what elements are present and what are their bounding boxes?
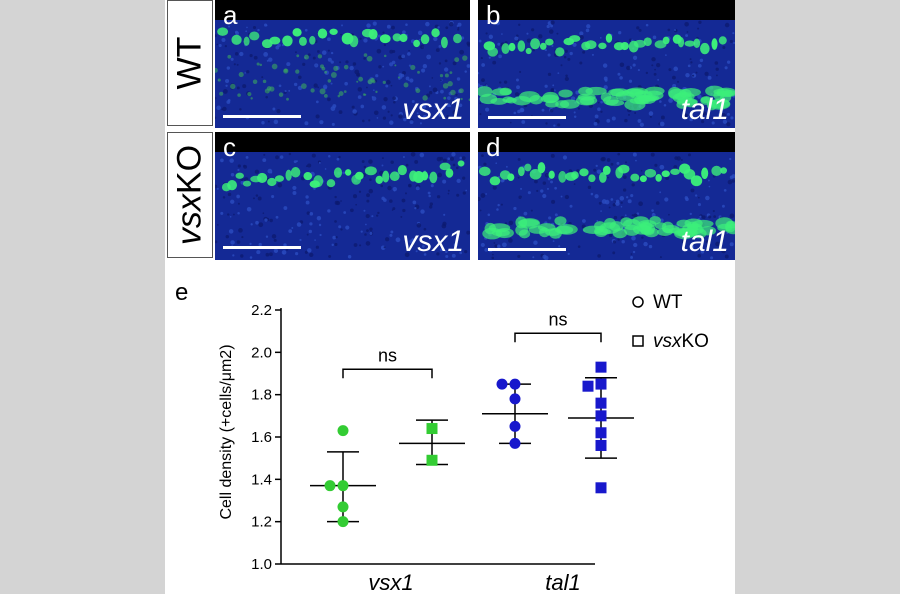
data-point <box>595 439 607 451</box>
data-point <box>509 437 521 449</box>
data-point <box>496 378 508 390</box>
micrograph-b-image <box>478 0 735 128</box>
data-point <box>324 480 336 492</box>
micrograph-b: b tal1 <box>478 0 735 128</box>
y-tick-label: 2.0 <box>251 344 272 361</box>
chart-axes: 1.0 1.2 1.4 1.6 1.8 2.0 2.2 vsx1 tal1 <box>251 302 595 594</box>
legend-label-wt: WT <box>653 292 683 313</box>
series-group-0 <box>310 425 376 528</box>
data-point <box>337 516 349 528</box>
row-label-vsxko-text: vsxKO <box>170 144 209 246</box>
legend-circle-icon <box>632 296 644 308</box>
micrograph-texture <box>215 0 470 128</box>
y-tick-label: 1.2 <box>251 514 272 531</box>
chart-marks: ns ns <box>310 309 634 528</box>
legend-square-icon <box>632 335 644 347</box>
micrograph-texture <box>215 132 470 260</box>
y-tick-label: 1.6 <box>251 429 272 446</box>
data-point <box>426 454 438 466</box>
panel-letter-d: d <box>486 132 501 162</box>
significance-label: ns <box>378 345 397 365</box>
data-point <box>582 380 594 392</box>
panel-letter-b: b <box>486 0 501 30</box>
figure-panel: WT vsxKO a vsx1 b tal1 c vsx1 d tal1 e C… <box>165 0 735 594</box>
data-point <box>595 361 607 373</box>
scale-bar-b <box>488 116 566 119</box>
data-point <box>595 482 607 494</box>
micrograph-c-image <box>215 132 470 260</box>
scale-bar-c <box>223 246 301 249</box>
data-point <box>337 480 349 492</box>
y-axis-label: Cell density (+cells/μm2) <box>218 344 235 519</box>
data-point <box>595 410 607 422</box>
y-tick-label: 1.0 <box>251 556 272 573</box>
series-group-2 <box>482 378 548 449</box>
micrograph-d-image <box>478 132 735 260</box>
micrograph-texture <box>478 0 735 128</box>
panel-letter-a: a <box>223 0 238 30</box>
scale-bar-d <box>488 248 566 251</box>
panel-gene-d: tal1 <box>680 225 729 258</box>
panel-letter-e: e <box>175 279 188 306</box>
panel-letter-c: c <box>223 132 236 162</box>
significance-bracket: ns <box>342 345 433 379</box>
micrograph-a: a vsx1 <box>215 0 470 128</box>
y-tick-label: 1.4 <box>251 471 272 488</box>
y-tick-label: 2.2 <box>251 302 272 319</box>
data-point <box>426 423 438 435</box>
significance-bracket: ns <box>514 309 602 343</box>
x-category-label: vsx1 <box>368 570 413 594</box>
row-label-wt: WT <box>167 0 213 126</box>
micrograph-a-image <box>215 0 470 128</box>
micrograph-texture <box>478 132 735 260</box>
significance-label: ns <box>548 309 567 329</box>
row-label-vsxko: vsxKO <box>167 132 213 258</box>
data-point <box>595 397 607 409</box>
scale-bar-a <box>223 115 301 118</box>
data-point <box>595 427 607 439</box>
x-category-label: tal1 <box>545 570 580 594</box>
data-point <box>337 501 349 513</box>
micrograph-d: d tal1 <box>478 132 735 260</box>
data-point <box>509 393 521 405</box>
panel-gene-a: vsx1 <box>402 93 464 126</box>
series-group-1 <box>399 419 465 466</box>
scatter-chart: e Cell density (+cells/μm2) 1.0 1.2 1.4 1.6… <box>175 279 709 594</box>
row-label-wt-text: WT <box>170 36 209 90</box>
data-point <box>509 420 521 432</box>
panel-gene-b: tal1 <box>680 93 729 126</box>
data-point <box>595 378 607 390</box>
series-group-3 <box>568 361 634 494</box>
legend-label-vsxko: vsxKO <box>653 331 709 352</box>
chart-legend: WT vsxKO <box>632 292 709 352</box>
micrograph-c: c vsx1 <box>215 132 470 260</box>
data-point <box>509 378 521 390</box>
y-tick-label: 1.8 <box>251 387 272 404</box>
data-point <box>337 425 349 437</box>
panel-gene-c: vsx1 <box>402 225 464 258</box>
